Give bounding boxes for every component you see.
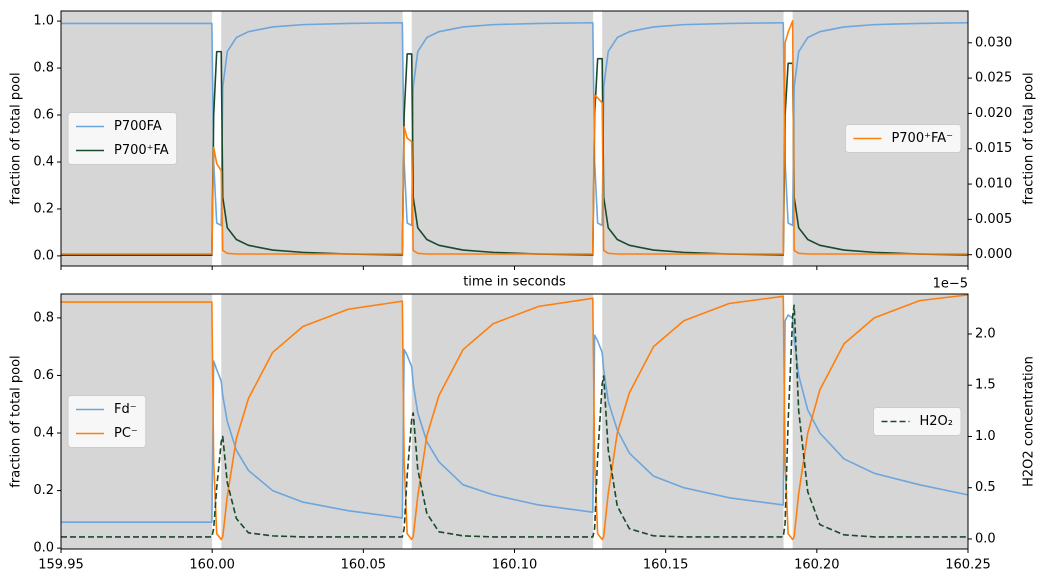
- shaded-span: [602, 11, 784, 266]
- series-line: [61, 314, 968, 524]
- y2-tick-label: 0.010: [975, 177, 1012, 192]
- legend: P700⁺FA⁻: [844, 124, 962, 153]
- series-line: [61, 20, 968, 255]
- legend: P700FA P700⁺FA: [67, 112, 178, 165]
- legend-label: P700⁺FA⁻: [891, 131, 953, 146]
- plot-area: [61, 11, 968, 266]
- y-tick-label: 0.8: [33, 61, 54, 76]
- y-tick-label: 0.0: [33, 541, 54, 556]
- legend: H2O₂: [873, 407, 962, 436]
- shaded-span: [602, 294, 784, 549]
- y2-tick-label: 0.000: [975, 247, 1012, 262]
- y-tick-label: 0.8: [33, 310, 54, 325]
- legend-box: [873, 407, 962, 436]
- y2-tick-label: 1.5: [975, 378, 996, 393]
- y-tick-label: 0.4: [33, 426, 54, 441]
- y2-tick-label: 2.0: [975, 326, 996, 341]
- x-tick-label: 160.05: [341, 558, 387, 573]
- shaded-span: [411, 294, 594, 549]
- y-tick-label: 0.2: [33, 483, 54, 498]
- x-tick-label: 159.95: [38, 558, 84, 573]
- x-tick-label: 160.10: [492, 558, 538, 573]
- legend-box: [844, 124, 962, 153]
- legend-label: Fd⁻: [114, 402, 137, 417]
- y2-tick-label: 0.025: [975, 71, 1012, 86]
- x-axis-label: time in seconds: [463, 275, 566, 290]
- y-axis-label: fraction of total pool: [9, 72, 24, 204]
- y-tick-label: 1.0: [33, 14, 54, 29]
- y2-tick-label: 0.030: [975, 35, 1012, 50]
- y-tick-label: 0.4: [33, 154, 54, 169]
- y2-axis-label: fraction of total pool: [1022, 72, 1037, 204]
- legend: Fd⁻ PC⁻: [67, 395, 147, 448]
- plot-area: [61, 294, 968, 549]
- x-tick-label: 160.20: [794, 558, 840, 573]
- shaded-span: [221, 11, 403, 266]
- x-tick-label: 160.00: [189, 558, 235, 573]
- y2-tick-label: 1.0: [975, 429, 996, 444]
- y-axis-label: fraction of total pool: [9, 355, 24, 487]
- legend-label: P700FA: [114, 119, 162, 134]
- shaded-span: [411, 11, 594, 266]
- y-tick-label: 0.6: [33, 368, 54, 383]
- y-tick-label: 0.2: [33, 201, 54, 216]
- y2-tick-label: 0.5: [975, 480, 996, 495]
- y-tick-label: 0.6: [33, 108, 54, 123]
- y2-tick-label: 0.005: [975, 212, 1012, 227]
- legend-label: PC⁻: [114, 426, 138, 441]
- y2-offset-text: 1e−5: [933, 277, 968, 292]
- legend-box: [67, 112, 178, 165]
- y2-tick-label: 0.0: [975, 531, 996, 546]
- y-tick-label: 0.0: [33, 248, 54, 263]
- x-tick-label: 160.15: [643, 558, 689, 573]
- shaded-span: [221, 294, 403, 549]
- y2-axis-label: H2O2 concentration: [1022, 356, 1037, 487]
- series-line: [61, 294, 968, 541]
- legend-label: H2O₂: [920, 414, 954, 429]
- legend-label: P700⁺FA: [114, 143, 169, 158]
- y2-tick-label: 0.015: [975, 141, 1012, 156]
- series-line: [61, 304, 968, 538]
- y2-tick-label: 0.020: [975, 106, 1012, 121]
- legend-box: [67, 395, 147, 448]
- x-tick-label: 160.25: [945, 558, 991, 573]
